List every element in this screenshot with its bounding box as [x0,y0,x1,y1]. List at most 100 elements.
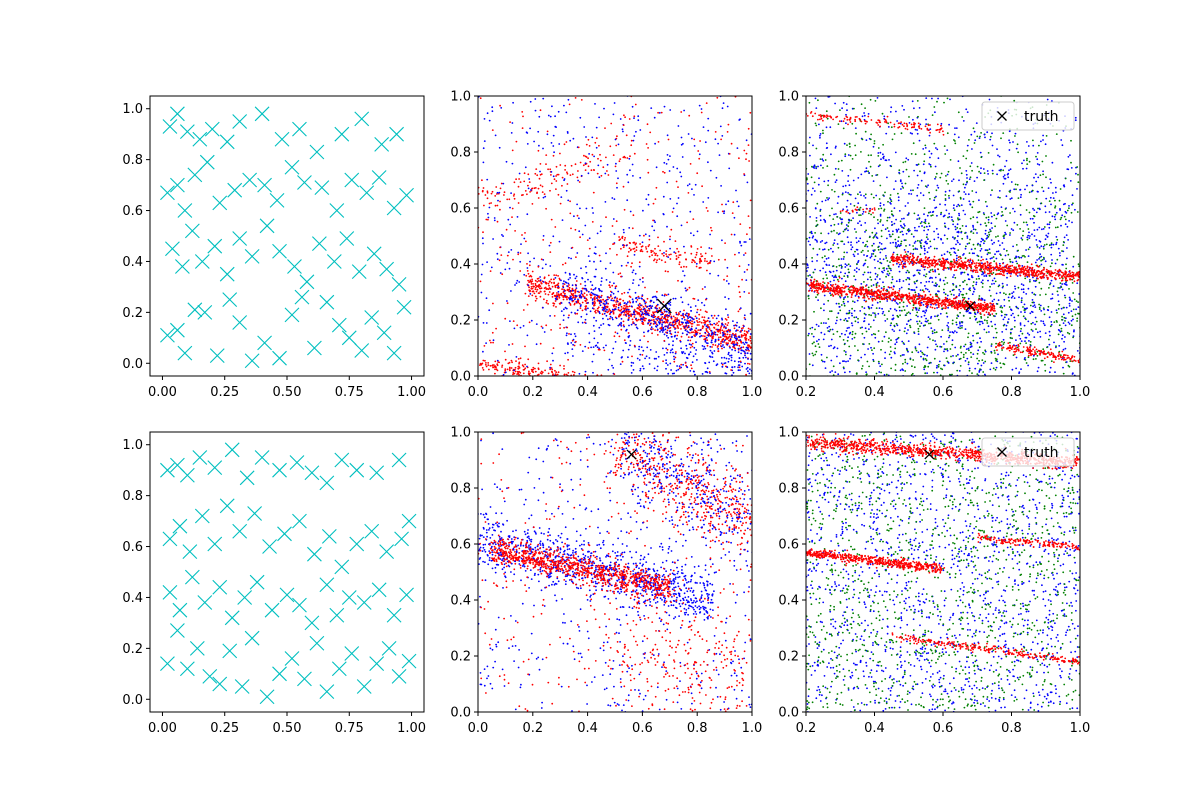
point [690,322,693,325]
point [527,279,529,282]
point [508,361,511,364]
point [623,325,625,328]
point [882,281,884,284]
point [971,293,974,296]
point [585,271,588,274]
point [1027,255,1030,257]
point [1001,258,1004,261]
point [695,341,697,344]
point [1068,288,1070,290]
point [959,327,961,330]
point [1058,345,1061,347]
point [554,300,557,302]
point [749,312,752,315]
point [943,253,946,256]
point [614,331,617,334]
point [688,343,691,346]
point [824,199,827,202]
point [584,307,587,310]
point [1033,293,1036,296]
point [734,349,737,352]
x-tick-label: 0.50 [273,385,302,400]
point [839,309,842,312]
point [648,309,651,312]
point [1019,337,1022,340]
point [600,277,603,279]
point [603,308,606,310]
point [968,178,971,181]
point [533,187,536,190]
point [623,239,626,241]
point [1022,230,1025,233]
point [615,144,618,147]
point [1001,214,1004,217]
point [833,213,835,216]
point [837,233,840,236]
point [951,425,953,427]
point [743,173,745,175]
point [574,312,576,314]
point [822,322,825,324]
point [615,317,618,320]
point [609,311,612,314]
point [603,349,606,352]
point [617,308,620,311]
point [704,257,706,260]
point [655,357,657,360]
point [950,377,952,379]
point [498,146,501,149]
point [542,147,544,150]
point [852,179,855,182]
point [677,331,679,334]
point [655,318,658,320]
point [527,295,530,297]
point [894,377,896,379]
point [1034,285,1037,288]
point [641,312,644,315]
point [893,207,896,210]
point [674,328,676,330]
point [1042,134,1044,137]
point [982,371,985,373]
point [638,348,640,351]
point [490,266,493,269]
point [557,275,559,277]
point [566,351,569,354]
point [519,260,522,263]
point [709,345,712,348]
point [1050,243,1053,246]
point [617,324,620,327]
point [898,270,901,273]
point [638,303,641,305]
point [665,359,667,362]
point [652,316,655,319]
point [627,181,630,184]
point [1089,382,1091,384]
point [517,367,520,370]
point [936,283,938,286]
point [587,278,589,281]
point [865,411,867,413]
point [685,344,688,347]
point [675,351,677,353]
point [612,271,615,274]
point [698,153,701,156]
point [957,218,960,221]
point [891,278,894,281]
point [575,287,578,289]
point [1069,413,1071,415]
point [535,286,537,289]
point [851,314,853,317]
point [652,312,655,315]
point [849,154,852,157]
point [518,178,520,180]
point [701,316,704,318]
point [666,348,669,351]
point [1072,48,1074,50]
point [694,256,697,259]
point [543,193,546,196]
point [911,351,914,354]
point [964,232,966,235]
point [539,163,542,165]
point [668,253,671,256]
